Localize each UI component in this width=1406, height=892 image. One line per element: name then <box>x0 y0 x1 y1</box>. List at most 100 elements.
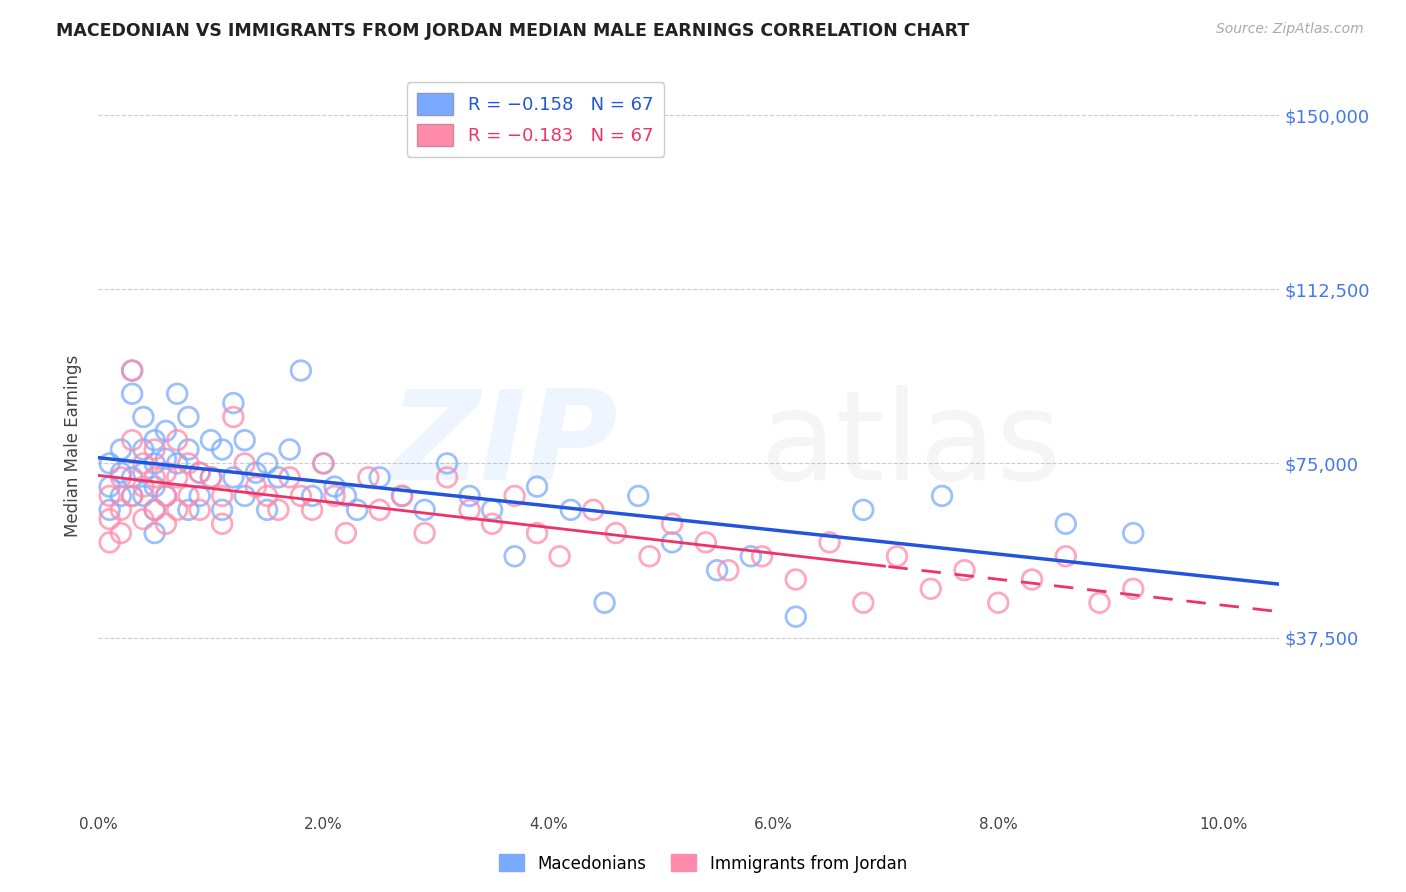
Point <box>166 457 188 471</box>
Point <box>98 512 121 526</box>
Point <box>110 470 132 484</box>
Point <box>256 489 278 503</box>
Point <box>593 596 616 610</box>
Point <box>256 503 278 517</box>
Point <box>200 470 222 484</box>
Point <box>312 457 335 471</box>
Point <box>582 503 605 517</box>
Point <box>188 489 211 503</box>
Point <box>301 503 323 517</box>
Point <box>548 549 571 564</box>
Point <box>155 451 177 466</box>
Point <box>177 489 200 503</box>
Point <box>481 516 503 531</box>
Point <box>436 457 458 471</box>
Point <box>121 433 143 447</box>
Point <box>605 526 627 541</box>
Point <box>278 442 301 457</box>
Point <box>503 549 526 564</box>
Point <box>98 480 121 494</box>
Text: atlas: atlas <box>759 385 1062 507</box>
Point <box>638 549 661 564</box>
Point <box>110 526 132 541</box>
Point <box>132 466 155 480</box>
Point <box>661 535 683 549</box>
Point <box>211 516 233 531</box>
Point <box>121 386 143 401</box>
Point <box>166 433 188 447</box>
Point <box>335 489 357 503</box>
Point <box>953 563 976 577</box>
Point <box>852 596 875 610</box>
Point <box>121 470 143 484</box>
Point <box>177 457 200 471</box>
Point <box>740 549 762 564</box>
Point <box>346 503 368 517</box>
Point <box>188 466 211 480</box>
Point <box>188 466 211 480</box>
Point <box>110 442 132 457</box>
Point <box>177 503 200 517</box>
Point <box>706 563 728 577</box>
Point <box>290 489 312 503</box>
Point <box>132 480 155 494</box>
Point <box>717 563 740 577</box>
Point <box>256 457 278 471</box>
Point <box>132 409 155 424</box>
Point <box>143 480 166 494</box>
Point <box>98 535 121 549</box>
Point <box>233 457 256 471</box>
Point <box>312 457 335 471</box>
Point <box>132 457 155 471</box>
Point <box>785 573 807 587</box>
Point <box>211 489 233 503</box>
Point <box>751 549 773 564</box>
Point <box>233 489 256 503</box>
Point <box>323 480 346 494</box>
Point <box>222 470 245 484</box>
Point <box>121 489 143 503</box>
Point <box>98 503 121 517</box>
Point <box>211 442 233 457</box>
Point <box>233 433 256 447</box>
Point <box>785 609 807 624</box>
Point <box>177 409 200 424</box>
Point <box>368 503 391 517</box>
Point <box>143 470 166 484</box>
Point <box>177 442 200 457</box>
Point <box>436 470 458 484</box>
Point <box>886 549 908 564</box>
Point <box>458 489 481 503</box>
Point <box>98 489 121 503</box>
Point <box>222 409 245 424</box>
Point <box>335 526 357 541</box>
Point <box>245 466 267 480</box>
Point <box>166 386 188 401</box>
Point <box>278 470 301 484</box>
Point <box>143 442 166 457</box>
Point <box>98 457 121 471</box>
Point <box>245 480 267 494</box>
Point <box>1122 582 1144 596</box>
Point <box>143 503 166 517</box>
Point <box>155 489 177 503</box>
Text: ZIP: ZIP <box>389 385 619 507</box>
Point <box>110 503 132 517</box>
Point <box>1054 549 1077 564</box>
Point <box>222 396 245 410</box>
Point <box>143 457 166 471</box>
Point <box>166 503 188 517</box>
Point <box>1054 516 1077 531</box>
Point <box>661 516 683 531</box>
Point <box>627 489 650 503</box>
Point <box>1088 596 1111 610</box>
Point <box>1021 573 1043 587</box>
Point <box>267 470 290 484</box>
Point <box>166 470 188 484</box>
Point <box>481 503 503 517</box>
Point <box>155 466 177 480</box>
Point <box>1122 526 1144 541</box>
Point <box>413 526 436 541</box>
Point <box>211 503 233 517</box>
Point <box>391 489 413 503</box>
